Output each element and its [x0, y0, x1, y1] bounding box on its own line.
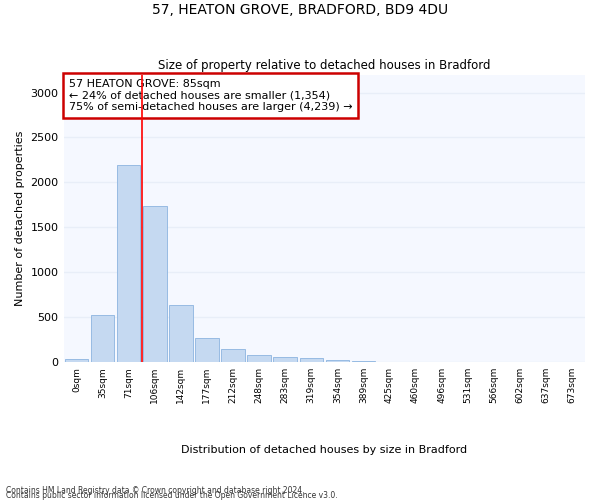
Bar: [117, 166, 140, 362]
Bar: [352, 361, 375, 362]
Bar: [247, 355, 271, 362]
Bar: [91, 316, 115, 362]
Text: 57, HEATON GROVE, BRADFORD, BD9 4DU: 57, HEATON GROVE, BRADFORD, BD9 4DU: [152, 2, 448, 16]
Text: Contains public sector information licensed under the Open Government Licence v3: Contains public sector information licen…: [6, 490, 338, 500]
Bar: [143, 206, 167, 362]
Bar: [65, 360, 88, 362]
Bar: [221, 349, 245, 362]
Y-axis label: Number of detached properties: Number of detached properties: [15, 130, 25, 306]
Text: Contains HM Land Registry data © Crown copyright and database right 2024.: Contains HM Land Registry data © Crown c…: [6, 486, 305, 495]
Bar: [195, 338, 218, 362]
X-axis label: Distribution of detached houses by size in Bradford: Distribution of detached houses by size …: [181, 445, 467, 455]
Bar: [169, 306, 193, 362]
Bar: [326, 360, 349, 362]
Bar: [299, 358, 323, 362]
Bar: [274, 357, 297, 362]
Text: 57 HEATON GROVE: 85sqm
← 24% of detached houses are smaller (1,354)
75% of semi-: 57 HEATON GROVE: 85sqm ← 24% of detached…: [69, 79, 352, 112]
Title: Size of property relative to detached houses in Bradford: Size of property relative to detached ho…: [158, 59, 491, 72]
